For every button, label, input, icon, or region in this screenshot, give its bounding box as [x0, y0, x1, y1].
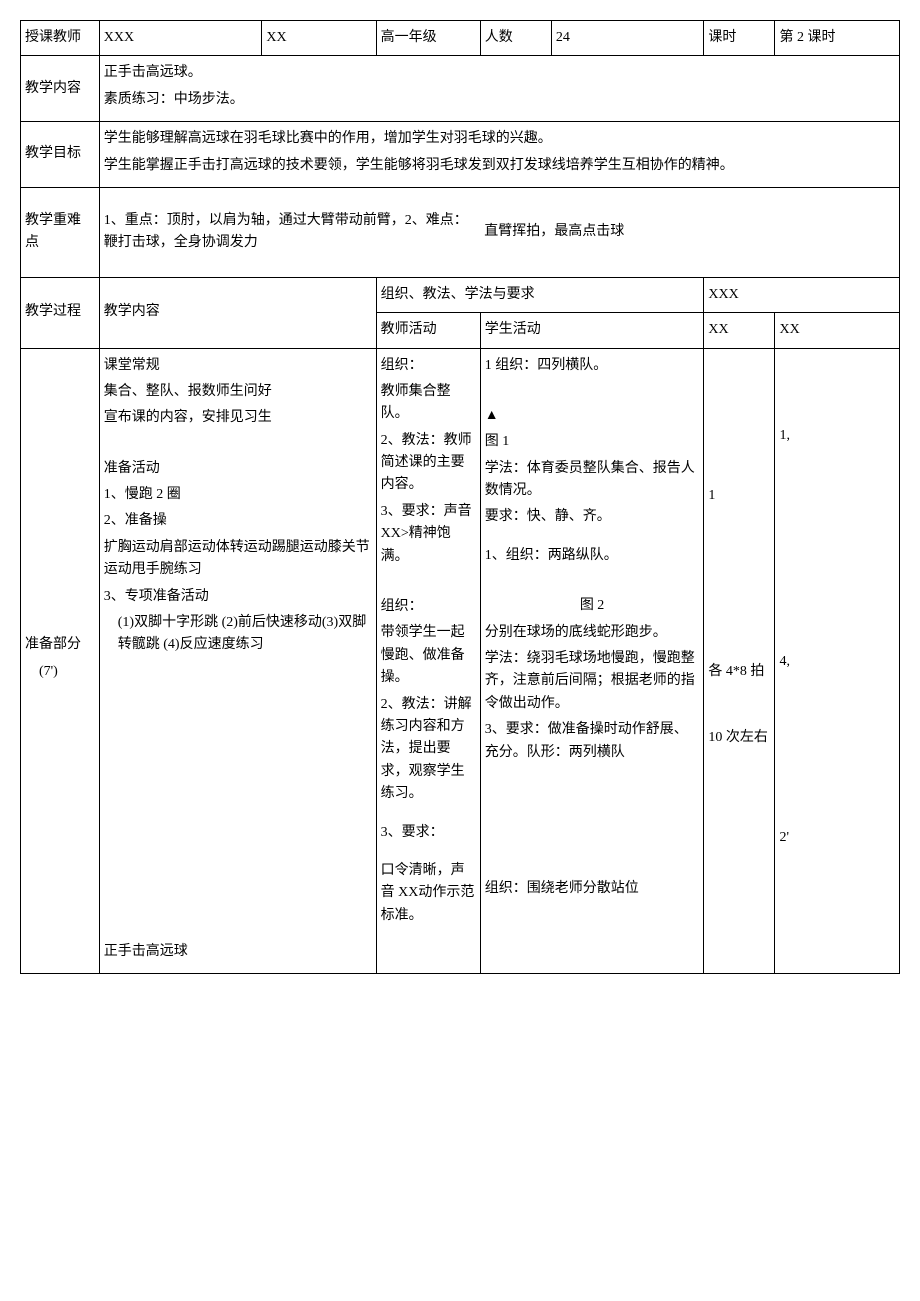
content-line1: 正手击高远球。: [104, 62, 895, 84]
prep-s-p6: 图 2: [485, 595, 700, 617]
prep-s-p4: 要求：快、静、齐。: [485, 506, 700, 528]
prep-c-p4: 准备活动: [104, 458, 372, 480]
count-label: 人数: [480, 21, 551, 56]
goal-line1: 学生能够理解高远球在羽毛球比赛中的作用，增加学生对羽毛球的兴趣。: [104, 128, 895, 150]
process-sub-student: 学生活动: [480, 313, 704, 348]
prep-s-p7: 分别在球场的底线蛇形跑步。: [485, 622, 700, 644]
prep-s-p2: 图 1: [485, 431, 700, 453]
content-value: 正手击高远球。 素质练习：中场步法。: [99, 56, 899, 122]
prep-r1-cell: 1 各 4*8 拍 10 次左右: [704, 348, 775, 974]
keypoint-row: 教学重难点 1、重点：顶肘，以肩为轴，通过大臂带动前臂，2、难点：鞭打击球，全身…: [21, 187, 900, 277]
prep-c-p8: 3、专项准备活动: [104, 586, 372, 608]
prep-c-p3: 宣布课的内容，安排见习生: [104, 407, 372, 429]
process-content-col: 教学内容: [99, 277, 376, 348]
grade-value: 高一年级: [376, 21, 480, 56]
keypoint-right: 直臂挥拍，最高点击球: [480, 187, 899, 277]
prep-c-last: 正手击高远球: [104, 941, 372, 963]
keypoint-label: 教学重难点: [21, 187, 100, 277]
prep-t-p5: 组织：: [381, 596, 476, 618]
process-header-row-1: 教学过程 教学内容 组织、教法、学法与要求 XXX: [21, 277, 900, 312]
prep-student-cell: 1 组织：四列横队。 ▲ 图 1 学法：体育委员整队集合、报告人数情况。 要求：…: [480, 348, 704, 974]
lesson-plan-table: 授课教师 XXX XX 高一年级 人数 24 课时 第 2 课时 教学内容 正手…: [20, 20, 900, 974]
prep-r1-v1: 1: [708, 485, 770, 507]
goal-line2: 学生能掌握正手击打高远球的技术要领，学生能够将羽毛球发到双打发球线培养学生互相协…: [104, 155, 895, 177]
process-sub-r2: XX: [775, 313, 900, 348]
prep-row: 准备部分 (7') 课堂常规 集合、整队、报数师生问好 宣布课的内容，安排见习生…: [21, 348, 900, 974]
prep-c-p1: 课堂常规: [104, 355, 372, 377]
prep-label-line2: (7'): [25, 661, 95, 683]
prep-s-p3: 学法：体育委员整队集合、报告人数情况。: [485, 458, 700, 503]
prep-content-cell: 课堂常规 集合、整队、报数师生问好 宣布课的内容，安排见习生 准备活动 1、慢跑…: [99, 348, 376, 974]
prep-t-p6: 带领学生一起慢跑、做准备操。: [381, 622, 476, 689]
prep-t-p9: 口令清晰，声音 XX动作示范标准。: [381, 860, 476, 927]
prep-t-p7: 2、教法：讲解练习内容和方法，提出要求，观察学生练习。: [381, 694, 476, 806]
teacher-value: XXX: [99, 21, 262, 56]
prep-r1-v2: 各 4*8 拍: [708, 661, 770, 683]
process-right-col: XXX: [704, 277, 900, 312]
prep-t-p2: 教师集合整队。: [381, 381, 476, 426]
goal-row: 教学目标 学生能够理解高远球在羽毛球比赛中的作用，增加学生对羽毛球的兴趣。 学生…: [21, 122, 900, 188]
period-value: 第 2 课时: [775, 21, 900, 56]
count-value: 24: [551, 21, 703, 56]
header-row: 授课教师 XXX XX 高一年级 人数 24 课时 第 2 课时: [21, 21, 900, 56]
prep-t-p8: 3、要求：: [381, 822, 476, 844]
prep-r2-cell: 1, 4, 2': [775, 348, 900, 974]
prep-c-p5: 1、慢跑 2 圈: [104, 484, 372, 506]
prep-c-p9: (1)双脚十字形跳 (2)前后快速移动(3)双脚转髋跳 (4)反应速度练习: [104, 612, 372, 657]
prep-t-p1: 组织：: [381, 355, 476, 377]
prep-c-p6: 2、准备操: [104, 510, 372, 532]
prep-r2-v3: 2': [779, 827, 895, 849]
prep-label: 准备部分 (7'): [21, 348, 100, 974]
prep-r2-v2: 4,: [779, 651, 895, 673]
prep-r1-v3: 10 次左右: [708, 727, 770, 749]
content-label: 教学内容: [21, 56, 100, 122]
prep-t-p4: 3、要求：声音 XX>精神饱满。: [381, 501, 476, 568]
prep-label-line1: 准备部分: [25, 634, 95, 656]
prep-c-p2: 集合、整队、报数师生问好: [104, 381, 372, 403]
header-col2: XX: [262, 21, 376, 56]
process-sub-teacher: 教师活动: [376, 313, 480, 348]
process-org-col: 组织、教法、学法与要求: [376, 277, 704, 312]
prep-s-p1: 1 组织：四列横队。: [485, 355, 700, 377]
prep-teacher-cell: 组织： 教师集合整队。 2、教法：教师简述课的主要内容。 3、要求：声音 XX>…: [376, 348, 480, 974]
prep-r2-v1: 1,: [779, 425, 895, 447]
content-row: 教学内容 正手击高远球。 素质练习：中场步法。: [21, 56, 900, 122]
prep-s-p5: 1、组织：两路纵队。: [485, 545, 700, 567]
teacher-label: 授课教师: [21, 21, 100, 56]
prep-c-p7: 扩胸运动肩部运动体转运动踢腿运动膝关节运动甩手腕练习: [104, 537, 372, 582]
period-label: 课时: [704, 21, 775, 56]
process-sub-r1: XX: [704, 313, 775, 348]
prep-s-p9: 3、要求：做准备操时动作舒展、充分。队形：两列横队: [485, 719, 700, 764]
triangle-icon: ▲: [485, 405, 700, 427]
goal-label: 教学目标: [21, 122, 100, 188]
prep-t-p3: 2、教法：教师简述课的主要内容。: [381, 430, 476, 497]
prep-s-last: 组织：围绕老师分散站位: [485, 878, 700, 900]
goal-value: 学生能够理解高远球在羽毛球比赛中的作用，增加学生对羽毛球的兴趣。 学生能掌握正手…: [99, 122, 899, 188]
prep-s-p8: 学法：绕羽毛球场地慢跑，慢跑整齐，注意前后间隔；根据老师的指令做出动作。: [485, 648, 700, 715]
keypoint-left: 1、重点：顶肘，以肩为轴，通过大臂带动前臂，2、难点：鞭打击球，全身协调发力: [99, 187, 480, 277]
content-line2: 素质练习：中场步法。: [104, 89, 895, 111]
process-label: 教学过程: [21, 277, 100, 348]
lesson-plan-page: 授课教师 XXX XX 高一年级 人数 24 课时 第 2 课时 教学内容 正手…: [20, 20, 900, 974]
